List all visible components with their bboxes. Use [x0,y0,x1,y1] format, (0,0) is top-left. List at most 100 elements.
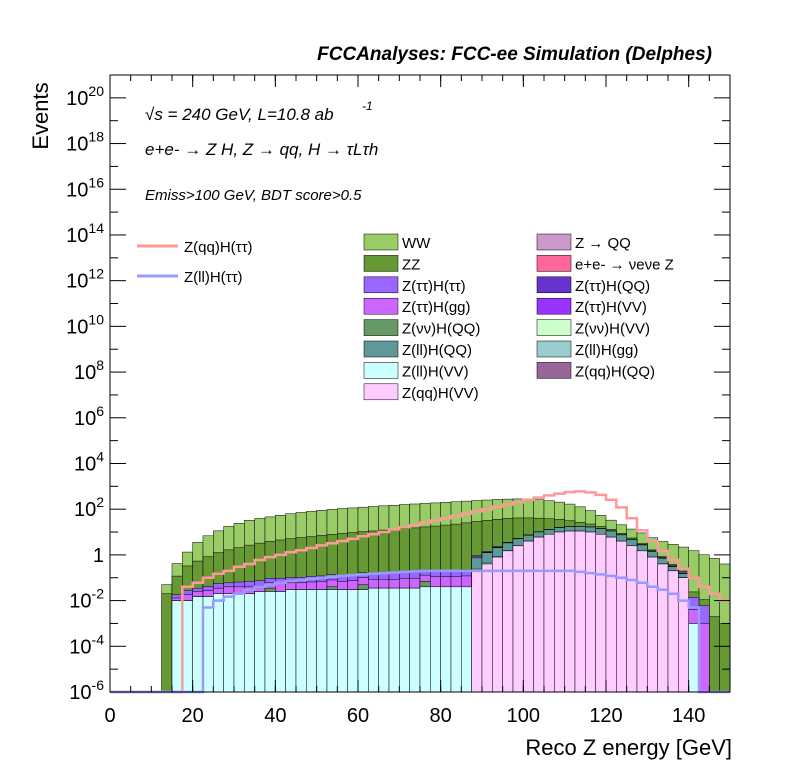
bar-7-55 [678,577,689,693]
legend: Z(qq)H(ττ) Z(ll)H(ττ) WW ZZ Z(ττ)H(ττ) Z(ττ)H… [137,233,674,402]
stack-7 [471,530,689,693]
legend-swatch-l2 [363,276,399,294]
bar-6-19 [306,589,317,693]
legend-swatch-l1 [363,255,399,272]
bar-1-58 [709,616,720,693]
bar-6-16 [275,591,286,693]
bar-7-43 [554,531,565,693]
bar-7-52 [647,556,658,693]
annotation-energy-sup: -1 [362,99,373,113]
bar-6-9 [202,596,214,693]
bar-6-20 [316,589,328,693]
y-tick-label-2: 10-2 [69,586,104,613]
legend-swatch-l6 [363,362,399,379]
y-tick-label-7: 108 [74,357,104,384]
bar-6-26 [378,587,390,693]
bar-6-10 [213,593,224,693]
y-tick-label-3: 1 [93,545,104,567]
legend-swatch-l4 [363,319,399,336]
bar-6-30 [419,586,431,693]
y-tick-label-4: 102 [74,494,104,521]
legend-swatch-r1 [536,255,572,272]
bar-6-7 [182,600,193,693]
bar-7-51 [636,550,648,693]
legend-swatch-r5 [536,340,572,358]
bar-6-31 [430,586,441,693]
line-series-1 [110,569,730,694]
y-tick-label-13: 1020 [66,83,104,110]
annotation-energy: √s = 240 GeV, L=10.8 ab [145,105,334,124]
x-tick-label-5: 100 [507,705,540,727]
x-tick-label-4: 80 [430,705,452,727]
bar-7-37 [492,556,503,693]
bar-7-42 [543,534,555,693]
bar-1-5 [161,593,173,693]
y-tick-label-12: 1018 [66,129,104,156]
bar-7-44 [564,530,576,693]
legend-label-l3: Z(ττ)H(gg) [402,299,471,316]
bar-6-21 [326,589,338,693]
legend-swatch-l3 [363,297,399,315]
line-series-0 [110,490,730,694]
y-tick-label-6: 106 [74,403,104,430]
bar-7-39 [512,545,524,693]
bar-6-12 [233,593,245,693]
x-tick-label-7: 140 [672,705,705,727]
bar-6-56 [688,623,700,693]
legend-label-r5: Z(ll)H(gg) [575,342,638,359]
bar-6-8 [192,596,204,693]
legend-label-r3: Z(ττ)H(VV) [575,299,647,316]
bar-6-29 [409,587,421,693]
bar-6-22 [337,589,348,693]
legend-swatch-r2 [536,276,572,294]
bar-1-59 [719,623,731,693]
bar-6-18 [295,589,307,693]
legend-label-r6: Z(qq)H(QQ) [575,363,655,380]
bar-6-11 [223,593,235,693]
x-axis-label: Reco Z energy [GeV] [525,735,732,760]
bar-6-15 [264,591,276,693]
legend-swatch-r3 [536,297,572,315]
bar-6-33 [450,586,462,693]
legend-swatch-r6 [536,362,572,379]
bar-6-28 [399,587,410,693]
bar-6-17 [285,589,297,693]
x-tick-label-6: 120 [589,705,622,727]
annotation-process: e+e- → Z H, Z → qq, H → τLτh [145,140,378,159]
stacked-bars [161,498,731,693]
overlay-lines [110,490,730,694]
bar-6-32 [440,586,452,693]
bar-6-25 [368,587,379,693]
y-tick-label-8: 1010 [66,311,104,338]
legend-line-label-1: Z(ll)H(ττ) [184,269,243,286]
y-tick-label-10: 1014 [66,220,104,247]
bar-7-49 [616,540,627,693]
legend-swatch-r0 [536,233,572,251]
bar-7-41 [533,536,545,693]
y-tick-label-11: 1016 [66,174,104,201]
bar-7-35 [471,570,483,693]
legend-label-l4: Z(νν)H(QQ) [402,321,480,338]
bar-7-46 [585,531,596,693]
x-tick-label-1: 20 [182,705,204,727]
bar-7-53 [657,563,669,693]
y-axis-label: Events [28,82,53,149]
y-tick-label-5: 104 [74,448,104,475]
legend-swatch-r4 [536,319,572,336]
bar-7-36 [481,563,493,693]
bar-6-14 [254,591,266,693]
legend-label-l1: ZZ [402,256,420,273]
legend-swatch-l7 [363,383,399,401]
legend-swatch-l5 [363,340,399,358]
legend-label-l2: Z(ττ)H(ττ) [402,278,466,295]
x-tick-label-3: 60 [347,705,369,727]
bar-7-47 [595,534,607,693]
bar-7-48 [605,536,617,693]
bar-3-57 [698,623,710,693]
bar-6-13 [244,593,255,693]
bar-6-34 [461,586,472,693]
bar-7-40 [523,540,534,693]
bar-6-23 [347,589,359,693]
legend-line-label-0: Z(qq)H(ττ) [184,239,253,256]
bar-7-54 [667,570,679,693]
